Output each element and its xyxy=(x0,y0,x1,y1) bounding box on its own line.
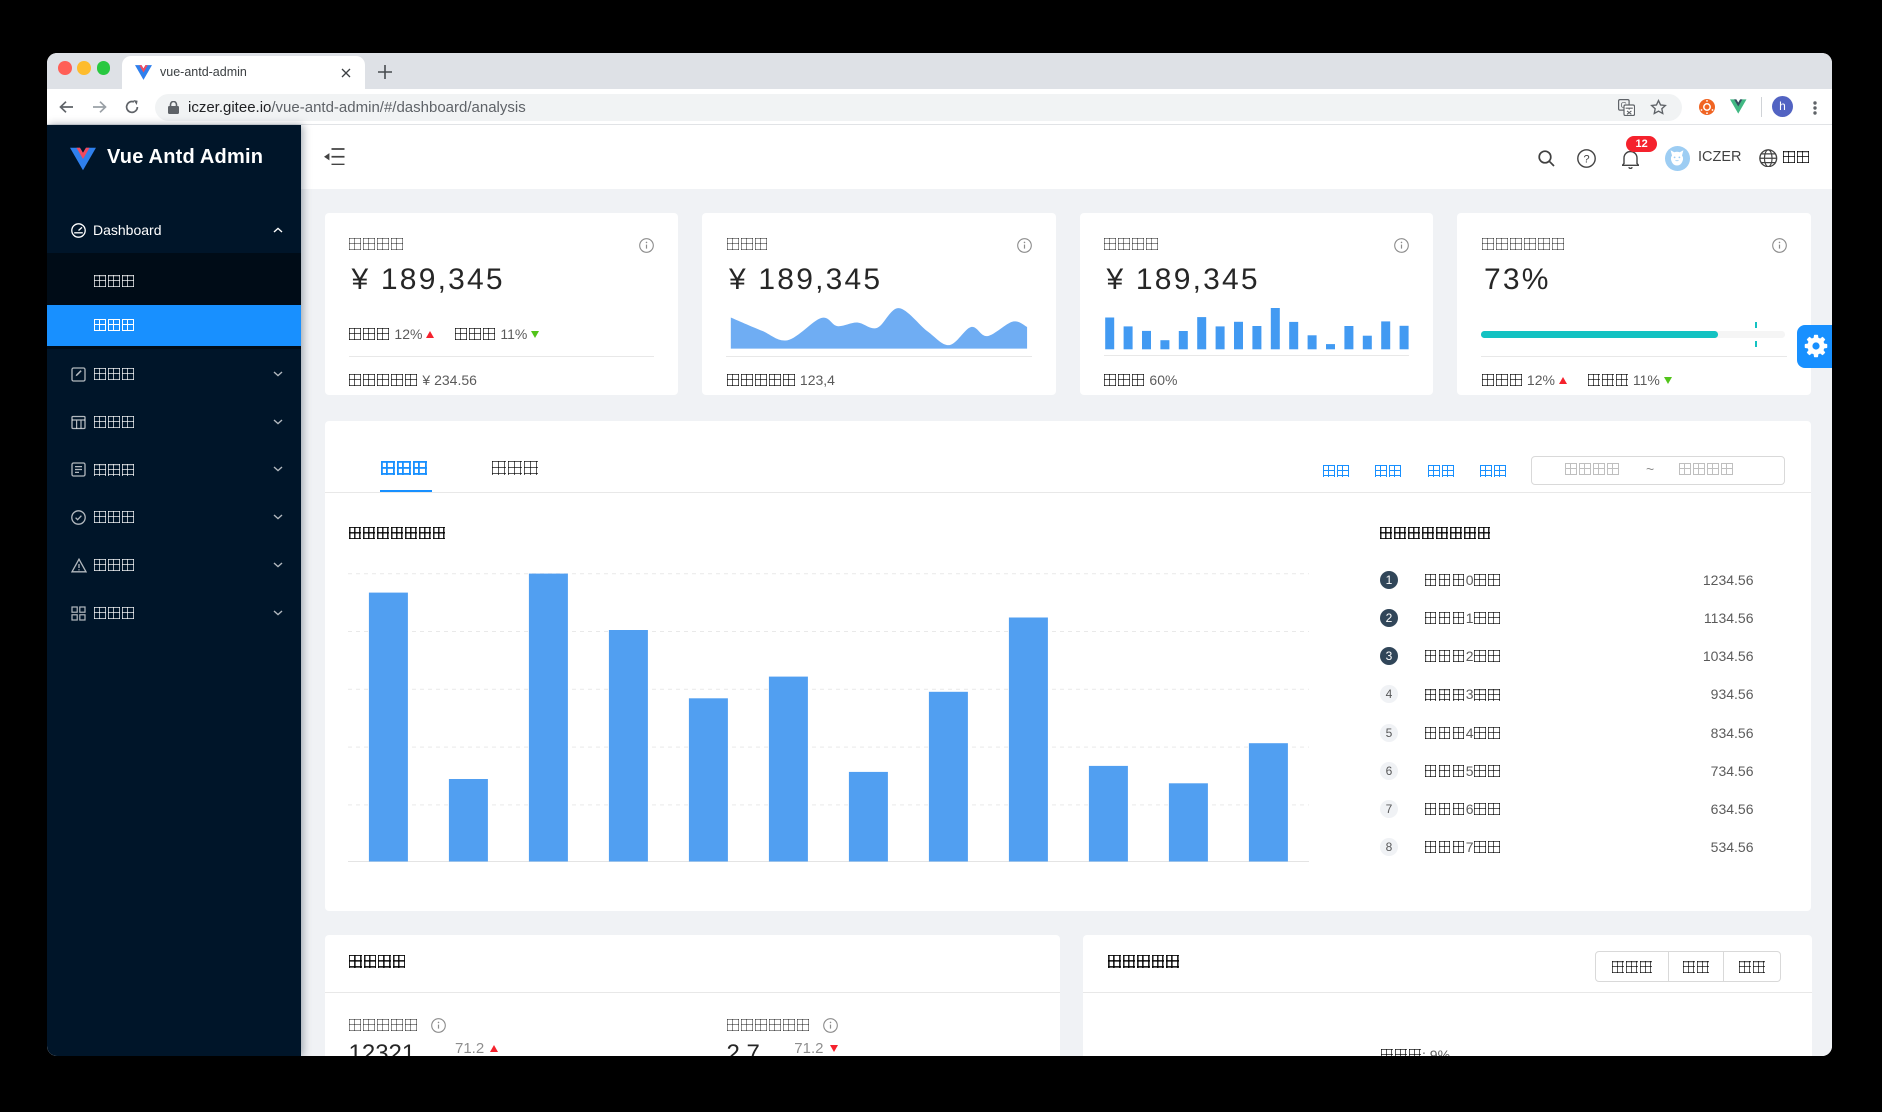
svg-text:G: G xyxy=(1620,100,1627,110)
svg-text:?: ? xyxy=(1583,153,1589,165)
